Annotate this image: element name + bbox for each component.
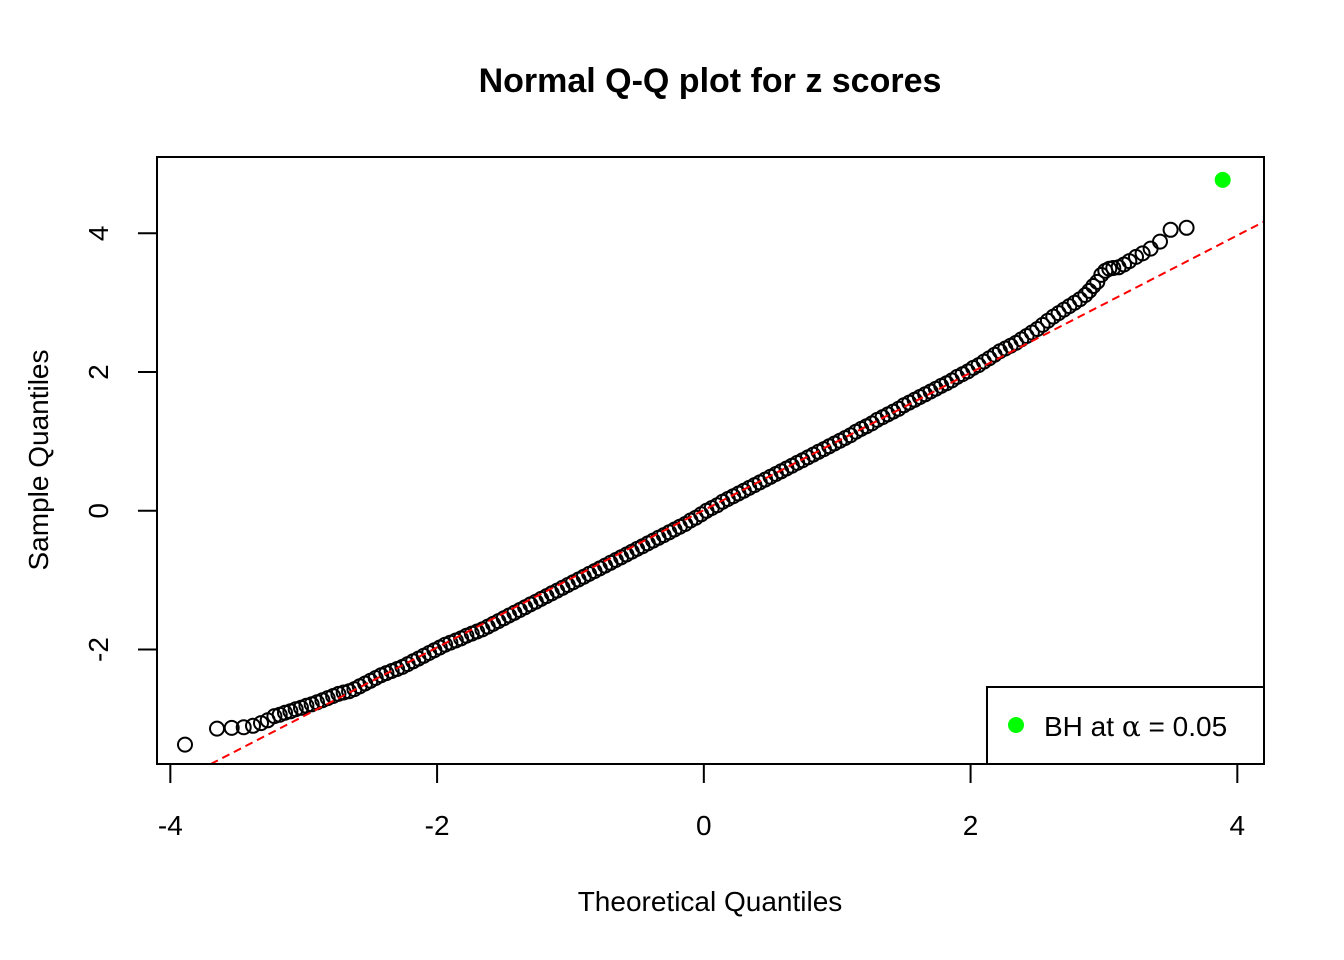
data-point [235, 719, 252, 736]
significant-points-layer [1214, 171, 1231, 188]
x-tick-label: 0 [696, 810, 712, 841]
x-tick-label: 4 [1230, 810, 1246, 841]
data-point [245, 717, 261, 734]
data-point [1085, 278, 1102, 294]
x-tick-label: -2 [425, 810, 450, 841]
reference-line [210, 220, 1265, 765]
data-point [223, 719, 240, 736]
points-layer [177, 219, 1195, 753]
x-axis: -4 -2 0 2 4 [158, 763, 1246, 841]
y-tick-label: 0 [83, 503, 114, 519]
legend: BH at α = 0.05 [986, 686, 1265, 765]
data-point [1105, 260, 1122, 276]
data-point [1178, 219, 1195, 236]
legend-label-prefix: BH at [1044, 711, 1122, 742]
data-point [1034, 316, 1051, 333]
plot-area-frame [156, 156, 1265, 765]
data-point [1162, 221, 1179, 238]
legend-label: BH at α = 0.05 [1044, 710, 1227, 743]
y-axis: -2 0 2 4 [83, 226, 157, 662]
data-point [1142, 240, 1159, 257]
data-point [1081, 282, 1098, 299]
x-axis-label: Theoretical Quantiles [578, 886, 843, 917]
legend-marker [1008, 717, 1024, 733]
chart-title: Normal Q-Q plot for z scores [479, 62, 942, 100]
data-point [1077, 287, 1094, 303]
x-tick-label: 2 [963, 810, 979, 841]
data-point [209, 720, 225, 737]
data-point [1152, 233, 1168, 250]
y-tick-label: 2 [83, 364, 114, 380]
data-point [1134, 245, 1151, 262]
x-tick-label: -4 [158, 810, 183, 841]
legend-box [986, 686, 1265, 765]
significant-point [1214, 171, 1231, 188]
legend-label-alpha: α [1122, 710, 1141, 743]
y-tick-label: -2 [83, 637, 114, 662]
legend-label-suffix: = 0.05 [1141, 711, 1227, 742]
data-point [177, 736, 193, 753]
y-axis-label: Sample Quantiles [23, 349, 54, 570]
y-tick-label: 4 [83, 226, 114, 242]
